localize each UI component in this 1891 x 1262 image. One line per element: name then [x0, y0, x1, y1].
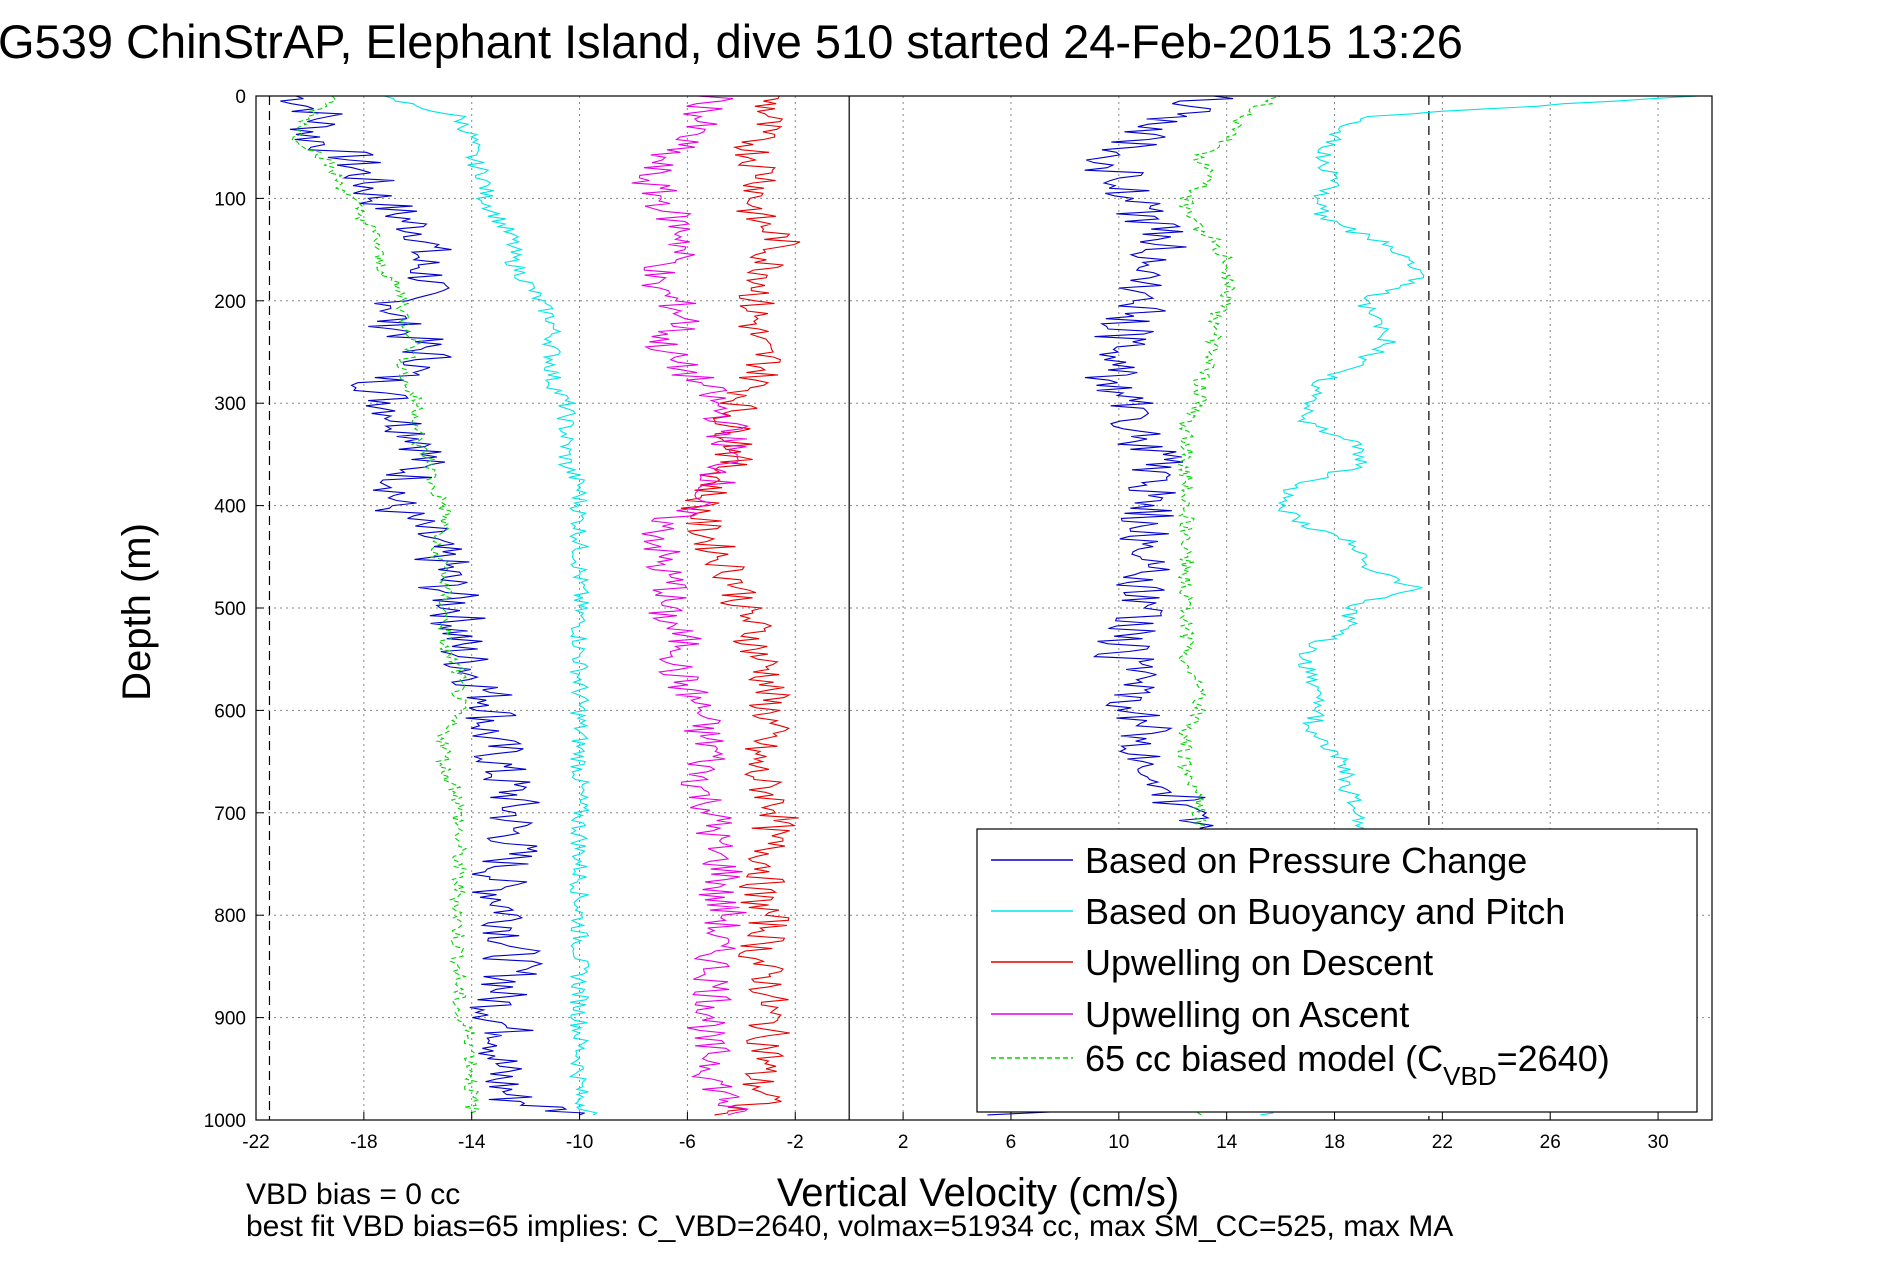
x-tick-label: -10: [566, 1132, 593, 1153]
legend-label: Upwelling on Descent: [1085, 942, 1433, 983]
legend-label: 65 cc biased model (CVBD=2640): [1085, 1038, 1610, 1091]
legend-label: Upwelling on Ascent: [1085, 994, 1409, 1035]
x-tick-label: -2: [787, 1132, 804, 1153]
x-tick-label: 22: [1432, 1132, 1453, 1153]
y-tick-labels: 0 100 200 300 400 500 600 700 800 900 1000: [204, 87, 264, 1132]
legend-label: Based on Pressure Change: [1085, 840, 1527, 881]
y-tick-label: 1000: [204, 1111, 246, 1132]
legend-label-suffix: =2640): [1497, 1038, 1610, 1079]
x-tick-label: 18: [1324, 1132, 1345, 1153]
y-tick-label: 300: [214, 394, 246, 415]
x-tick-label: 6: [1006, 1132, 1017, 1153]
vbd-bias-note: VBD bias = 0 cc: [246, 1178, 460, 1211]
y-tick-label: 100: [214, 189, 246, 210]
chart-title: G539 ChinStrAP, Elephant Island, dive 51…: [0, 15, 1463, 68]
x-tick-label: -14: [458, 1132, 486, 1153]
y-tick-label: 200: [214, 292, 246, 313]
x-tick-label: -22: [242, 1132, 269, 1153]
y-tick-label: 400: [214, 497, 246, 518]
best-fit-note: best fit VBD bias=65 implies: C_VBD=2640…: [246, 1210, 1453, 1243]
series-4-descent-line: [291, 95, 481, 1116]
y-tick-label: 600: [214, 701, 246, 722]
x-tick-label: -18: [350, 1132, 377, 1153]
legend-label-subscript: VBD: [1443, 1061, 1496, 1091]
x-tick-label: 14: [1216, 1132, 1238, 1153]
series-3-descent-line: [631, 95, 750, 1116]
legend-label-prefix: 65 cc biased model (C: [1085, 1038, 1443, 1079]
y-tick-label: 800: [214, 906, 246, 927]
legend-box: [976, 828, 1698, 1113]
legend-label: Based on Buoyancy and Pitch: [1085, 891, 1565, 932]
y-tick-label: 0: [235, 87, 246, 108]
x-tick-label: 26: [1540, 1132, 1561, 1153]
series-0-descent-line: [280, 95, 585, 1116]
x-tick-labels: -22 -18 -14 -10 -6 -2 2 6 10 14 18 22 26 30: [242, 1112, 1669, 1153]
y-tick-label: 700: [214, 804, 246, 825]
x-tick-label: 2: [898, 1132, 909, 1153]
x-tick-label: 10: [1108, 1132, 1129, 1153]
x-tick-label: 30: [1648, 1132, 1669, 1153]
series-2-descent-line: [680, 95, 801, 1116]
reference-lines: [268, 96, 1430, 1120]
y-tick-label: 900: [214, 1009, 246, 1030]
y-axis-label: Depth (m): [115, 523, 159, 701]
y-tick-label: 500: [214, 599, 246, 620]
legend: Based on Pressure Change Based on Buoyanc…: [976, 828, 1698, 1113]
x-tick-label: -6: [679, 1132, 696, 1153]
series-1-descent-line: [384, 95, 599, 1116]
x-axis-label: Vertical Velocity (cm/s): [777, 1171, 1179, 1215]
